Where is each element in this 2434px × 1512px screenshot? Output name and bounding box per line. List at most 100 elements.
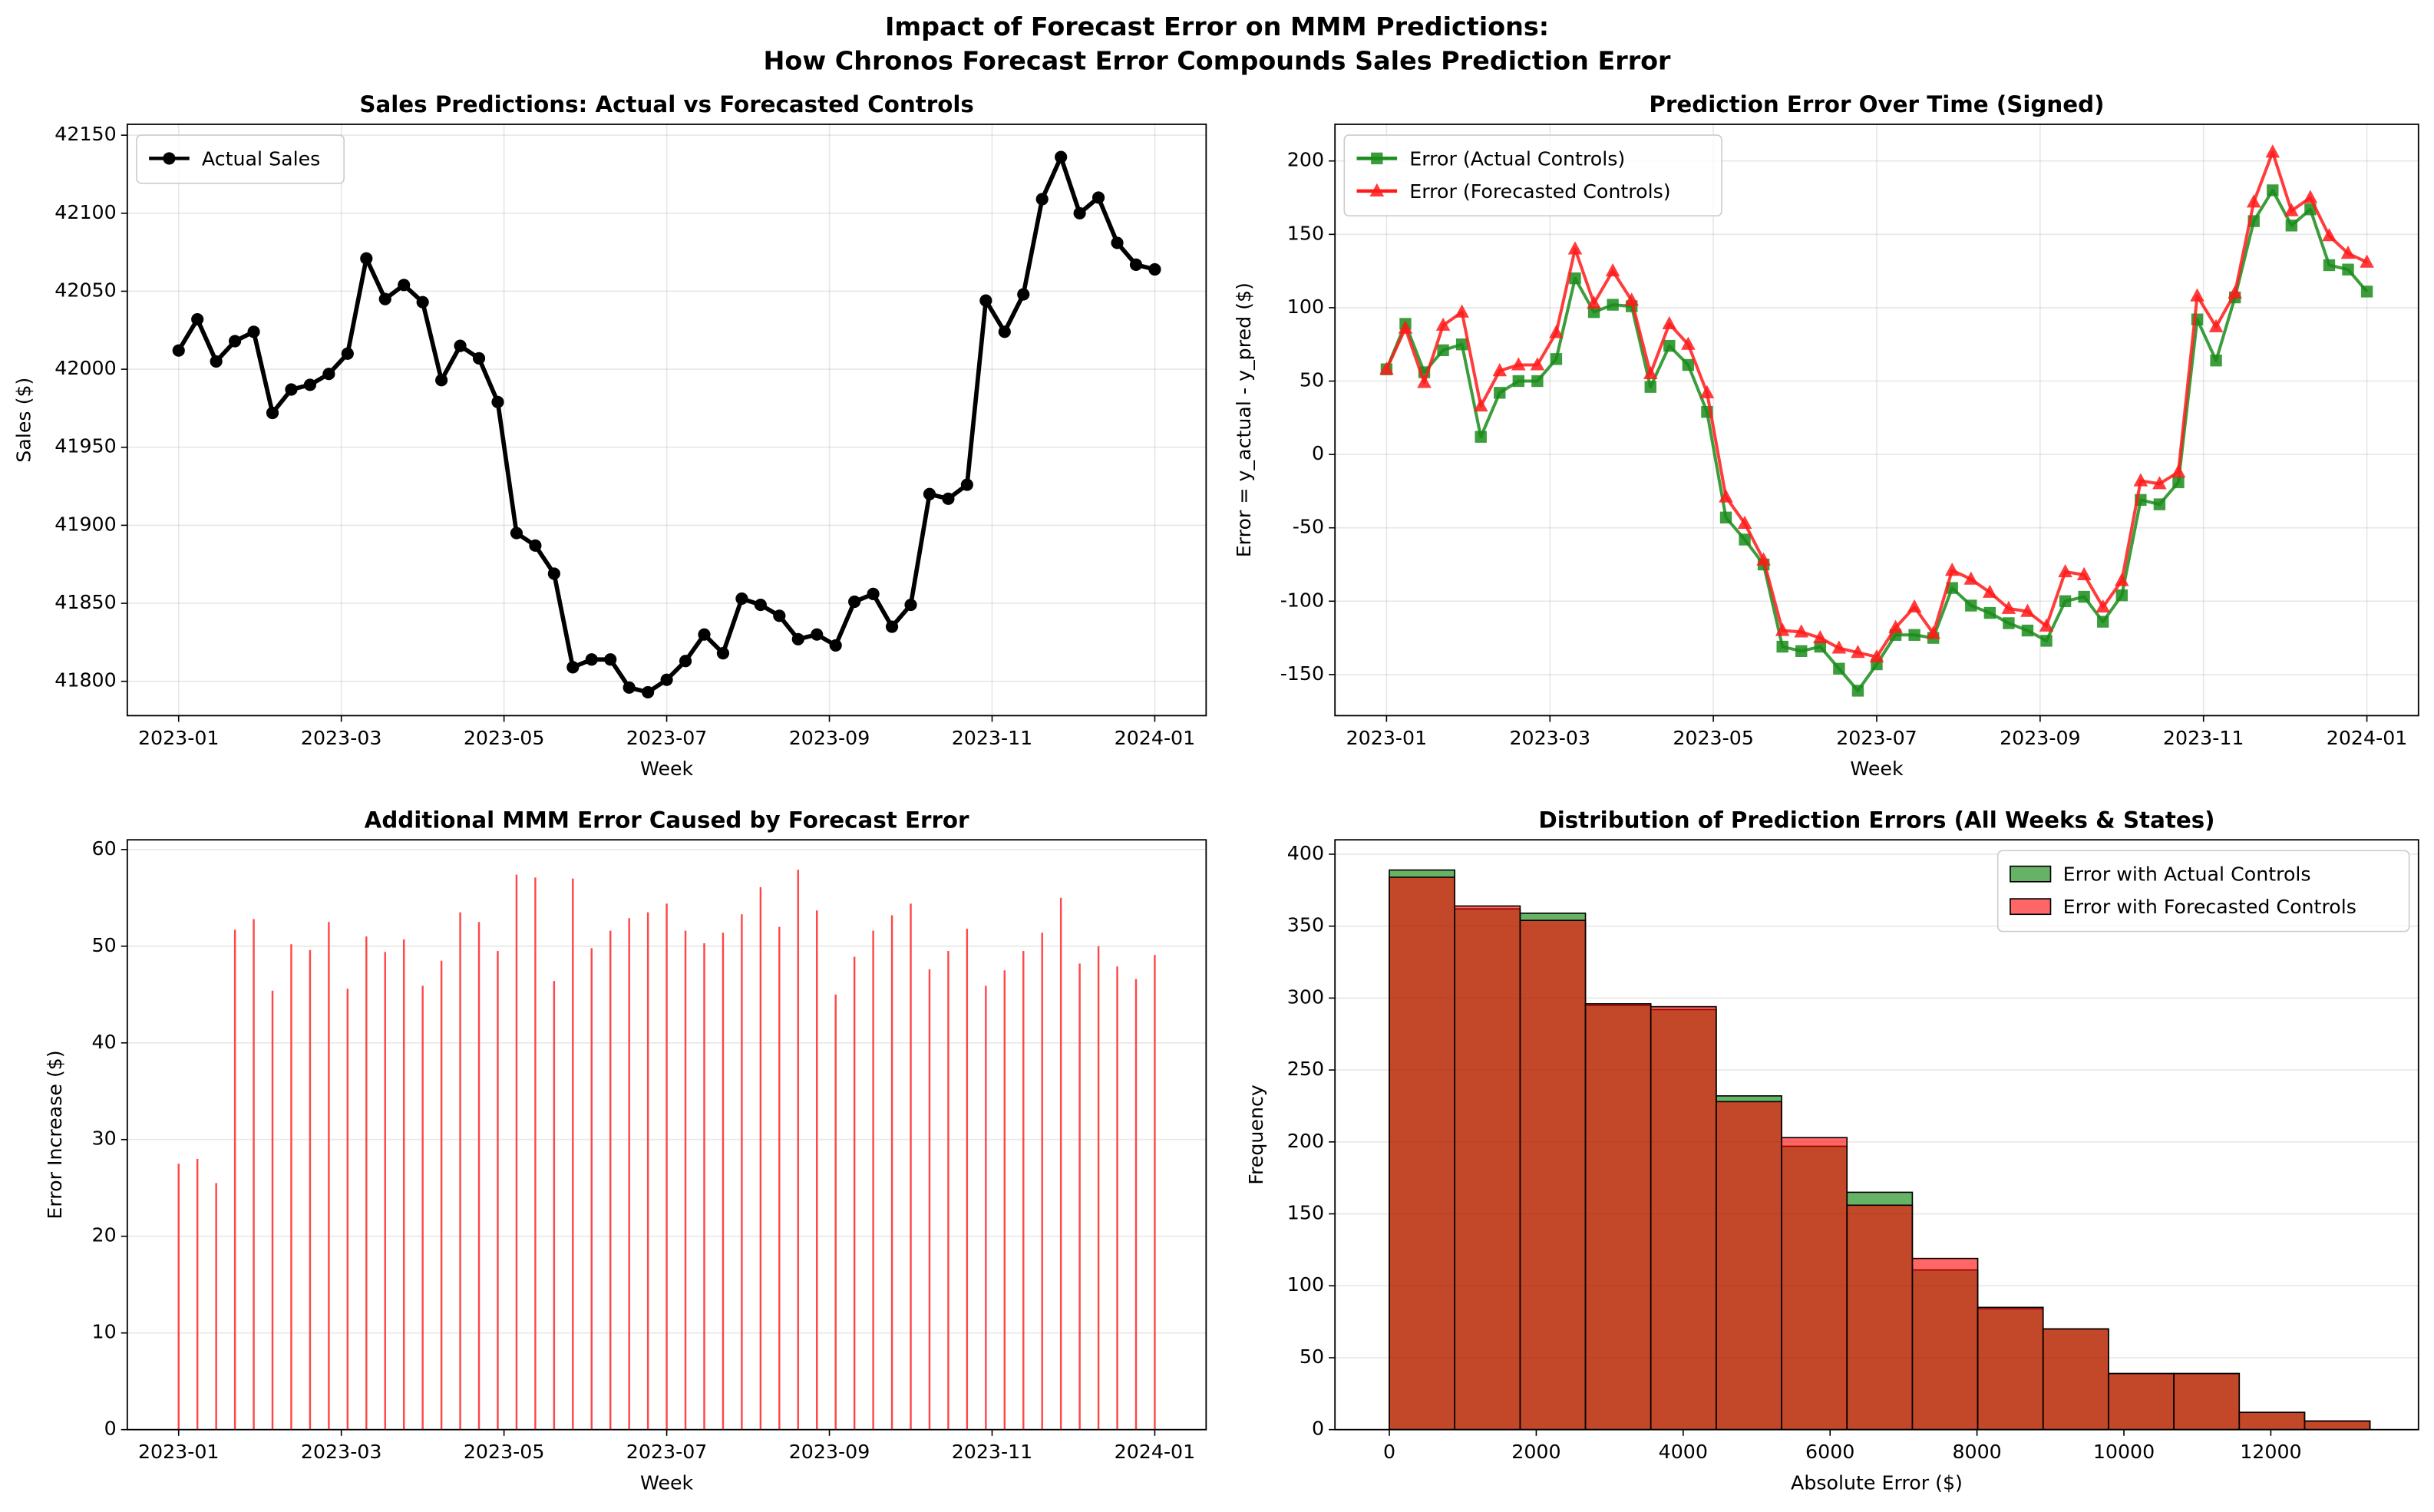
point [1035, 193, 1049, 206]
histogram-bar [1977, 1306, 2044, 1431]
bar [477, 922, 481, 1430]
bar [1078, 963, 1081, 1430]
point [642, 685, 655, 699]
point [1833, 662, 1845, 675]
point [1756, 552, 1771, 566]
y-tick-label: 350 [1287, 914, 1324, 936]
bar [421, 985, 424, 1430]
point [398, 279, 411, 292]
bar [741, 914, 743, 1430]
legend-swatch [2010, 898, 2052, 916]
bar [872, 930, 874, 1430]
y-tick-label: 100 [1287, 1273, 1324, 1296]
y-tick-label: 200 [1287, 149, 1324, 171]
chart-title: Sales Predictions: Actual vs Forecasted … [359, 91, 973, 117]
point [1908, 629, 1920, 641]
bar [1003, 970, 1006, 1430]
histogram-bar [2108, 1372, 2175, 1431]
point [2115, 589, 2128, 602]
point [1643, 365, 1658, 380]
y-tick-label: 42000 [54, 357, 116, 379]
point [2114, 573, 2129, 586]
point [811, 628, 824, 641]
point [2021, 624, 2034, 637]
bar [665, 903, 668, 1430]
point [1737, 515, 1752, 530]
legend [136, 134, 345, 184]
bar [590, 948, 593, 1430]
y-tick-label: 0 [1312, 1418, 1324, 1440]
x-tick-label: 2023-05 [464, 727, 545, 749]
bar [440, 960, 443, 1430]
legend-label: Actual Sales [202, 147, 320, 170]
legend-marker [1371, 152, 1383, 165]
point [2267, 184, 2279, 196]
bar [1116, 966, 1118, 1430]
point [2039, 618, 2054, 632]
point [1776, 640, 1788, 653]
x-tick-label: 4000 [1659, 1441, 1708, 1463]
x-tick-label: 12000 [2240, 1441, 2301, 1463]
point [2190, 288, 2204, 302]
point [2228, 285, 2242, 299]
point [1417, 375, 1432, 388]
point [1511, 357, 1526, 371]
point [2153, 498, 2166, 510]
x-tick-label: 2023-07 [1836, 727, 1917, 749]
point [1379, 361, 1394, 375]
legend-marker [1369, 183, 1385, 196]
point [2171, 464, 2186, 478]
point [923, 487, 936, 500]
x-tick-label: 2024-01 [2327, 727, 2408, 749]
y-tick-label: 10 [92, 1321, 117, 1343]
x-tick-label: 2024-01 [1115, 1441, 1196, 1463]
point [1398, 320, 1413, 334]
y-tick-label: 150 [1287, 1202, 1324, 1224]
y-tick-label: 200 [1287, 1130, 1324, 1152]
point [2284, 203, 2299, 216]
bar [797, 870, 799, 1430]
bar [816, 910, 818, 1430]
histogram-bar [1454, 905, 1521, 1431]
plot-frame [126, 124, 1207, 717]
point [979, 294, 992, 307]
legend-marker [163, 152, 176, 165]
bar [384, 952, 386, 1430]
point [1663, 339, 1676, 352]
x-tick-label: 10000 [2093, 1441, 2155, 1463]
y-tick-label: -100 [1280, 589, 1324, 611]
point [2342, 263, 2354, 276]
point [229, 335, 242, 348]
point [2360, 286, 2373, 298]
point [341, 347, 354, 360]
x-axis-label: Week [1850, 758, 1904, 780]
y-tick-label: 50 [1300, 1345, 1324, 1368]
point [754, 598, 767, 612]
bar [253, 919, 255, 1430]
x-tick-label: 2023-11 [2163, 727, 2244, 749]
point [1888, 619, 1903, 633]
point [1475, 431, 1487, 443]
x-tick-label: 2023-11 [952, 727, 1033, 749]
figure-title: Impact of Forecast Error on MMM Predicti… [885, 12, 1549, 41]
point [1455, 304, 1469, 318]
bar [402, 939, 405, 1430]
histogram-bar [2042, 1328, 2109, 1431]
bar [1154, 955, 1156, 1430]
point [472, 352, 486, 365]
bar [497, 951, 499, 1430]
legend-label: Error (Forecasted Controls) [1409, 180, 1670, 203]
bar [328, 922, 330, 1430]
point [1795, 645, 1808, 657]
point [698, 628, 711, 641]
y-tick-label: 42050 [54, 279, 116, 301]
y-tick-label: 42100 [54, 201, 116, 223]
point [716, 647, 730, 660]
y-tick-label: 40 [92, 1031, 117, 1053]
histogram-bar [1584, 1003, 1652, 1431]
y-axis-label: Error Increase ($) [44, 1050, 66, 1219]
point [885, 620, 899, 633]
point [1794, 624, 1809, 638]
point [2265, 144, 2280, 158]
bar [1134, 979, 1138, 1430]
